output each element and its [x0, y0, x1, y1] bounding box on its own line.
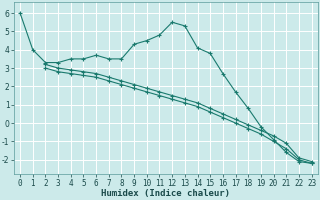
X-axis label: Humidex (Indice chaleur): Humidex (Indice chaleur) [101, 189, 230, 198]
